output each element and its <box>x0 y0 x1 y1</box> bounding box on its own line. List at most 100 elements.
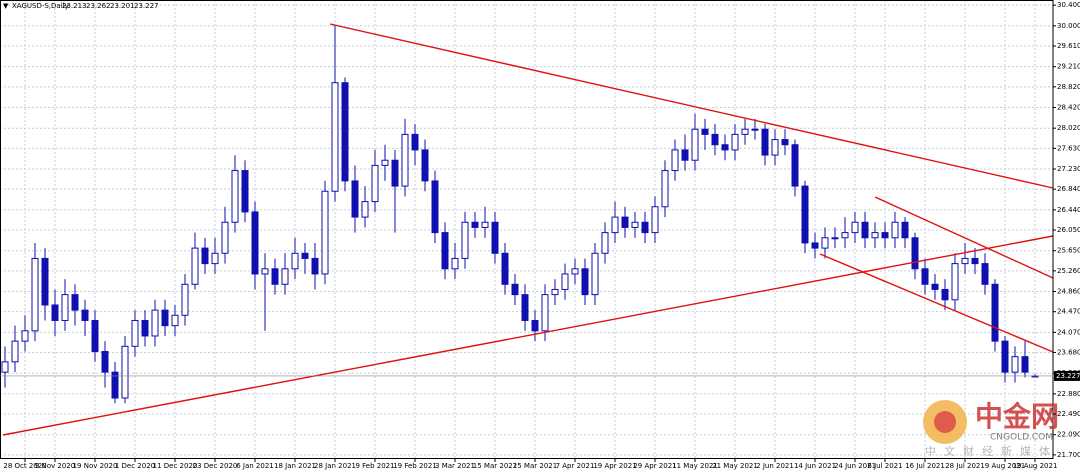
candle-body <box>531 319 539 332</box>
candle-body <box>171 314 179 327</box>
candle-body <box>581 268 589 296</box>
candle-body <box>31 257 39 332</box>
candle-body <box>241 170 249 213</box>
x-tick-label: 11 May 2021 <box>672 462 718 470</box>
x-tick-label: 6 Jul 2021 <box>867 462 902 470</box>
candle-body <box>121 345 129 399</box>
candle-body <box>711 133 719 146</box>
candle-body <box>891 221 899 239</box>
header-high: 23.262 <box>86 2 111 10</box>
candle-body <box>541 294 549 332</box>
candle-body <box>561 273 569 290</box>
watermark-logo <box>934 411 956 433</box>
candle-body <box>741 128 749 135</box>
y-tick-label: 30.400 <box>1057 1 1080 9</box>
candle-body <box>231 170 239 223</box>
candle-body <box>1 361 9 373</box>
x-tick-label: 19 Feb 2021 <box>393 462 437 470</box>
header-close: 23.227 <box>134 2 159 10</box>
candle-body <box>271 268 279 285</box>
candle-body <box>201 247 209 265</box>
candle-body <box>551 288 559 296</box>
candle-body <box>431 180 439 234</box>
candle-body <box>311 257 319 275</box>
y-tick-label: 26.050 <box>1057 226 1080 234</box>
candle-body <box>411 133 419 151</box>
y-tick-label: 29.610 <box>1057 42 1080 50</box>
candle-body <box>281 268 289 285</box>
trendline <box>2 235 1054 436</box>
y-tick-label: 25.650 <box>1057 247 1080 255</box>
x-tick-label: 28 Jan 2021 <box>314 462 356 470</box>
candle-body <box>781 139 789 146</box>
y-tick-label: 23.680 <box>1057 349 1080 357</box>
candle-body <box>601 232 609 254</box>
candle-body <box>81 309 89 321</box>
y-tick-label: 30.000 <box>1057 22 1080 30</box>
header: ▼ XAGUSD-S,Daily 23.213 23.262 23.201 23… <box>3 2 159 10</box>
x-tick-label: 19 Aug 2021 <box>1013 462 1058 470</box>
trendlines <box>2 23 1054 436</box>
candle-body <box>1021 356 1029 373</box>
candle-body <box>131 319 139 347</box>
x-tick-label: 19 Apr 2021 <box>593 462 636 470</box>
candle-body <box>931 283 939 290</box>
candle-body <box>461 221 469 259</box>
candle-body <box>11 340 19 363</box>
candle-body <box>921 268 929 285</box>
candle-body <box>451 257 459 270</box>
y-tick-label: 28.820 <box>1057 83 1080 91</box>
candle-body <box>651 206 659 234</box>
header-open: 23.213 <box>62 2 87 10</box>
x-tick-label: 3 Mar 2021 <box>435 462 475 470</box>
candle-body <box>851 221 859 234</box>
candle-body <box>901 221 909 239</box>
candle-body <box>421 149 429 182</box>
candle-body <box>501 252 509 285</box>
candle-body <box>811 242 819 249</box>
y-tick-label: 22.490 <box>1057 410 1080 418</box>
x-tick-label: 15 Mar 2021 <box>473 462 517 470</box>
y-tick-label: 22.880 <box>1057 390 1080 398</box>
candle-body <box>691 128 699 161</box>
candle-body <box>861 221 869 239</box>
y-tick-label: 25.260 <box>1057 267 1080 275</box>
y-tick-label: 28.420 <box>1057 104 1080 112</box>
y-tick-label: 29.210 <box>1057 63 1080 71</box>
trendline <box>329 23 1054 189</box>
watermark-slogan: 中文财经新媒体 <box>925 444 1058 458</box>
candle-body <box>1011 356 1019 373</box>
candle-body <box>51 304 59 321</box>
candle-body <box>611 216 619 234</box>
candle-body <box>911 237 919 270</box>
plot-frame <box>0 0 1054 459</box>
x-tick-label: 9 Aug 2021 <box>985 462 1025 470</box>
candle-body <box>621 216 629 228</box>
y-tick-label: 27.230 <box>1057 165 1080 173</box>
candle-body <box>371 164 379 203</box>
candle-body <box>521 294 529 321</box>
candle-body <box>471 221 479 228</box>
candle-body <box>671 149 679 172</box>
x-tick-label: 21 May 2021 <box>712 462 758 470</box>
y-tick-label: 27.630 <box>1057 144 1080 152</box>
candle-body <box>591 252 599 296</box>
x-tick-label: 28 Jul 2021 <box>945 462 985 470</box>
candle-body <box>341 82 349 182</box>
candle-body <box>41 257 49 306</box>
x-tick-label: 14 Jun 2021 <box>794 462 836 470</box>
x-tick-label: 1 Dec 2020 <box>115 462 155 470</box>
candle-body <box>181 283 189 316</box>
x-tick-label: 6 Jan 2021 <box>236 462 274 470</box>
x-tick-label: 23 Dec 2020 <box>193 462 238 470</box>
watermark-brand: 中金网 <box>975 400 1059 433</box>
candle-body <box>871 232 879 239</box>
candle-body <box>261 268 269 275</box>
x-tick-label: 16 Jul 2021 <box>905 462 945 470</box>
candle-body <box>841 232 849 239</box>
candle-body <box>111 371 119 399</box>
x-tick-label: 29 Apr 2021 <box>633 462 676 470</box>
trendline <box>819 253 1054 353</box>
candle-body <box>1001 340 1009 373</box>
candle-body <box>681 149 689 161</box>
